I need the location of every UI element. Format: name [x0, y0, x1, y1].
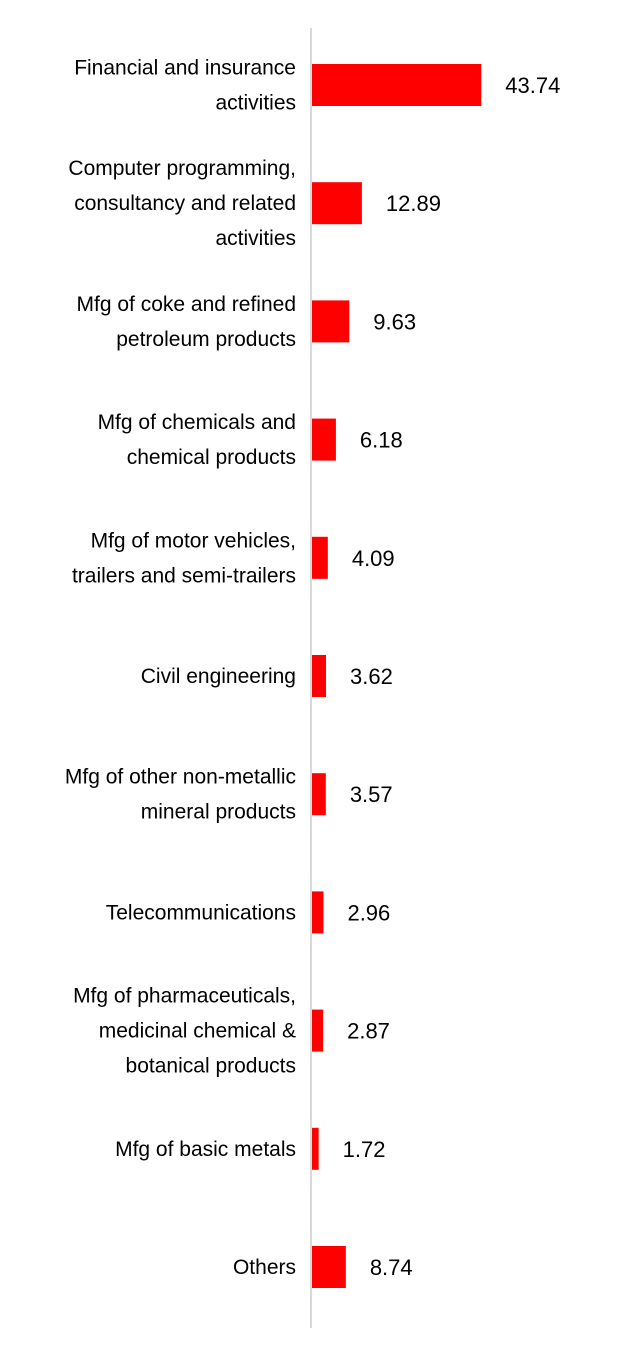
value-label: 2.96 [347, 900, 390, 925]
category-label: Mfg of other non-metallic [65, 766, 296, 789]
bar [312, 1127, 319, 1170]
category-label: Telecommunications [106, 901, 296, 924]
value-label: 8.74 [370, 1255, 413, 1280]
bar [312, 64, 482, 106]
category-label: Others [233, 1256, 296, 1279]
category-label: petroleum products [116, 328, 296, 351]
category-label: Civil engineering [141, 665, 296, 688]
category-label: medicinal chemical & [99, 1020, 296, 1043]
value-labels-layer: 43.74 12.89 9.63 6.18 4.09 3.62 3.57 2.96 2.87 1.… [343, 73, 561, 1280]
value-label: 2.87 [347, 1019, 390, 1044]
value-label: 6.18 [360, 428, 403, 453]
category-label: botanical products [126, 1055, 296, 1078]
category-labels-layer: Financial and insurance activities Compute… [65, 57, 296, 1280]
category-label: trailers and semi-trailers [72, 564, 296, 587]
bar [312, 182, 362, 225]
bar [312, 891, 324, 934]
value-label: 1.72 [343, 1137, 386, 1162]
value-label: 12.89 [386, 191, 441, 216]
category-label: activities [215, 92, 296, 115]
bars-layer [312, 64, 482, 1288]
bar [312, 1246, 346, 1288]
category-label: activities [215, 227, 296, 250]
bar [312, 418, 336, 461]
value-label: 3.62 [350, 664, 393, 689]
category-label: Mfg of coke and refined [77, 293, 296, 316]
bar [312, 655, 327, 697]
category-label: Mfg of pharmaceuticals, [73, 985, 296, 1008]
category-label: Mfg of chemicals and [98, 411, 296, 434]
bar [312, 773, 326, 816]
category-label: Computer programming, [68, 157, 296, 180]
category-label: Financial and insurance [74, 57, 296, 80]
category-label: mineral products [141, 801, 296, 824]
bar [312, 1009, 324, 1052]
value-label: 9.63 [373, 309, 416, 334]
bar [312, 536, 328, 579]
value-label: 4.09 [352, 546, 395, 571]
category-label: Mfg of motor vehicles, [91, 529, 296, 552]
category-label: Mfg of basic metals [115, 1138, 296, 1161]
category-label: chemical products [127, 446, 296, 469]
value-label: 43.74 [505, 73, 560, 98]
category-label: consultancy and related [74, 192, 296, 215]
value-label: 3.57 [350, 782, 393, 807]
bar [312, 300, 350, 343]
